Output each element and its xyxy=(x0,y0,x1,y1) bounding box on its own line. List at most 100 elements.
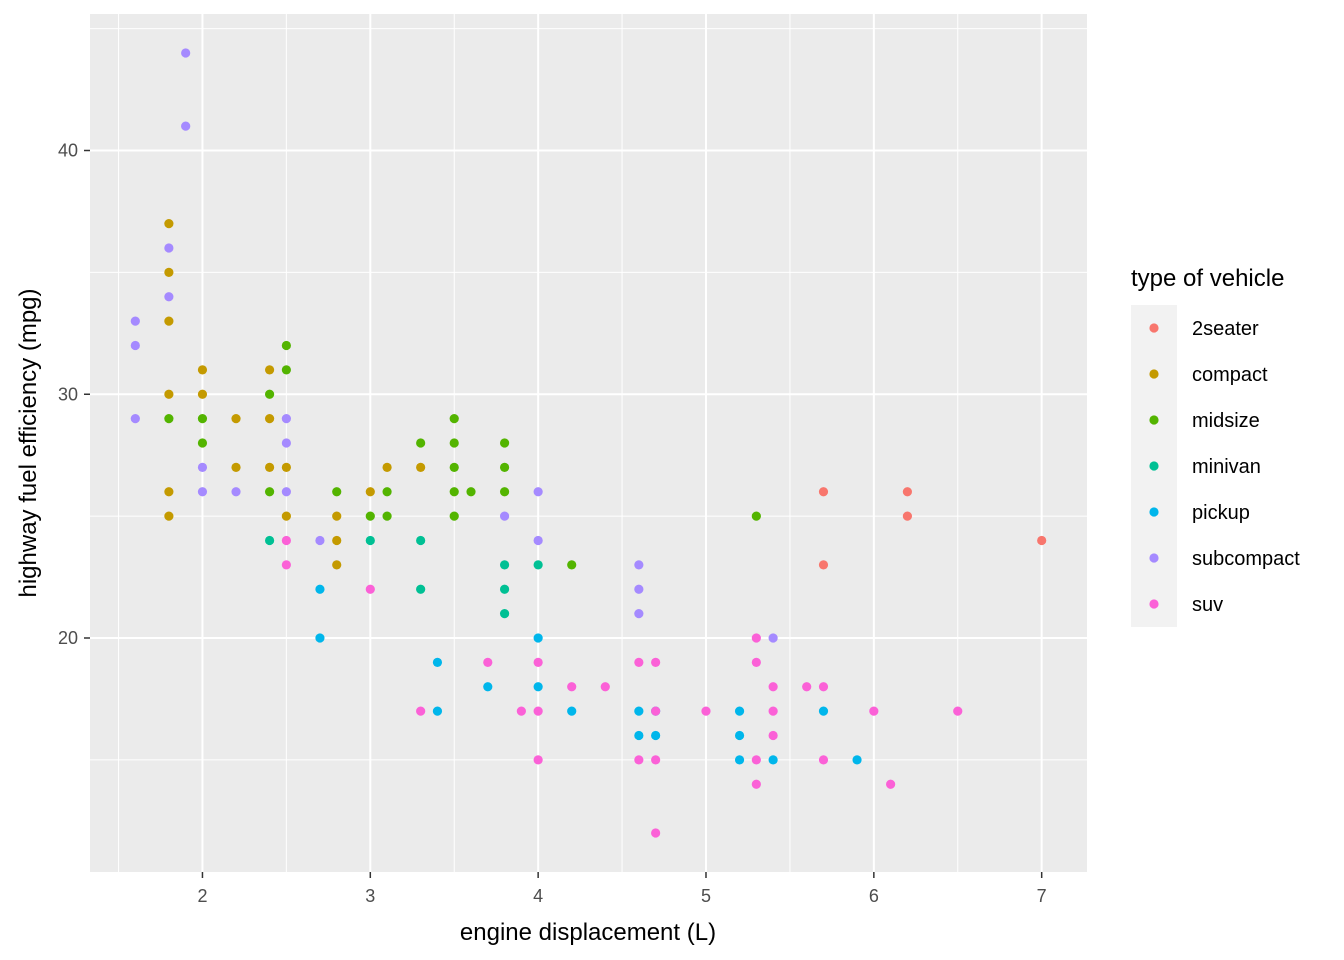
data-point-pickup xyxy=(567,706,577,716)
legend-label-suv: suv xyxy=(1192,594,1223,616)
data-point-compact xyxy=(382,462,392,472)
y-axis: 20 30 40 xyxy=(58,141,90,648)
data-point-subcompact xyxy=(164,243,174,253)
data-point-subcompact xyxy=(130,414,140,424)
data-point-minivan xyxy=(416,584,426,594)
data-point-pickup xyxy=(432,706,443,716)
data-point-midsize xyxy=(499,462,510,472)
data-point-pickup xyxy=(483,682,493,692)
legend-title: type of vehicle xyxy=(1131,265,1284,292)
data-point-suv xyxy=(818,682,829,692)
data-point-minivan xyxy=(499,560,510,570)
data-point-subcompact xyxy=(634,584,644,594)
data-point-suv xyxy=(634,755,644,765)
data-point-suv xyxy=(533,657,543,667)
data-point-suv xyxy=(751,657,761,667)
data-point-suv xyxy=(281,560,291,570)
data-point-suv xyxy=(651,657,661,667)
series-minivan xyxy=(264,535,543,619)
data-point-suv xyxy=(567,682,577,692)
data-point-compact xyxy=(365,487,375,497)
data-point-compact xyxy=(332,535,342,546)
data-point-subcompact xyxy=(197,462,208,472)
data-point-compact xyxy=(164,487,174,497)
series-subcompact xyxy=(130,48,778,643)
data-point-midsize xyxy=(449,462,459,472)
data-point-compact xyxy=(264,462,275,472)
data-point-suv xyxy=(281,535,291,546)
data-point-minivan xyxy=(365,535,375,546)
data-point-suv xyxy=(886,779,896,789)
data-point-minivan xyxy=(264,535,275,546)
data-point-pickup xyxy=(432,657,443,667)
data-point-pickup xyxy=(533,633,543,643)
data-point-compact xyxy=(416,462,426,472)
data-point-midsize xyxy=(382,511,392,521)
data-point-suv xyxy=(483,657,493,667)
data-point-compact xyxy=(264,365,275,375)
data-point-compact xyxy=(164,267,174,277)
data-point-compact xyxy=(164,219,174,229)
legend: type of vehicle 2seater compact midsize min… xyxy=(1131,265,1300,627)
y-tick-label: 20 xyxy=(58,628,78,648)
data-point-subcompact xyxy=(768,633,778,643)
data-point-pickup xyxy=(734,755,745,765)
legend-label-subcompact: subcompact xyxy=(1192,548,1300,570)
data-point-compact xyxy=(281,511,291,521)
data-point-compact xyxy=(164,511,174,521)
data-point-pickup xyxy=(818,706,829,716)
data-points xyxy=(130,48,1047,838)
data-point-2seater xyxy=(902,487,913,497)
data-point-subcompact xyxy=(281,487,291,497)
data-point-subcompact xyxy=(231,487,241,497)
data-point-compact xyxy=(164,389,174,399)
x-axis-title: engine displacement (L) xyxy=(460,919,716,946)
data-point-subcompact xyxy=(315,535,325,546)
data-point-pickup xyxy=(852,755,862,765)
x-tick-label: 4 xyxy=(533,886,543,906)
data-point-pickup xyxy=(533,682,543,692)
data-point-suv xyxy=(751,633,761,643)
data-point-subcompact xyxy=(164,292,174,302)
data-point-compact xyxy=(197,365,208,375)
data-point-suv xyxy=(533,706,543,716)
data-point-suv xyxy=(751,755,761,765)
data-point-2seater xyxy=(818,560,829,570)
data-point-subcompact xyxy=(281,438,291,448)
data-point-midsize xyxy=(365,511,375,521)
data-point-suv xyxy=(802,682,812,692)
data-point-minivan xyxy=(499,609,510,619)
data-point-midsize xyxy=(197,438,208,448)
data-point-suv xyxy=(600,682,610,692)
y-tick-label: 40 xyxy=(58,141,78,161)
data-point-midsize xyxy=(449,487,459,497)
data-point-suv xyxy=(516,706,526,716)
data-point-midsize xyxy=(281,365,291,375)
data-point-midsize xyxy=(499,438,510,448)
data-point-midsize xyxy=(264,487,275,497)
data-point-compact xyxy=(231,414,241,424)
data-point-subcompact xyxy=(533,487,543,497)
x-axis: 2 3 4 5 6 7 xyxy=(197,872,1047,906)
data-point-suv xyxy=(701,706,711,716)
data-point-midsize xyxy=(466,487,476,497)
data-point-suv xyxy=(953,706,963,716)
grid-major xyxy=(90,14,1087,872)
legend-label-pickup: pickup xyxy=(1192,502,1250,524)
data-point-midsize xyxy=(281,340,291,351)
data-point-compact xyxy=(332,511,342,521)
data-point-suv xyxy=(651,755,661,765)
data-point-2seater xyxy=(1037,535,1047,546)
series-pickup xyxy=(315,584,862,765)
data-point-pickup xyxy=(634,730,644,741)
data-point-midsize xyxy=(567,560,577,570)
series-2seater xyxy=(818,487,1047,570)
data-point-pickup xyxy=(634,706,644,716)
data-point-midsize xyxy=(164,414,174,424)
data-point-midsize xyxy=(499,487,510,497)
data-point-midsize xyxy=(416,438,426,448)
data-point-suv xyxy=(416,706,426,716)
data-point-pickup xyxy=(768,755,778,765)
data-point-compact xyxy=(197,389,208,399)
data-point-midsize xyxy=(264,389,275,399)
